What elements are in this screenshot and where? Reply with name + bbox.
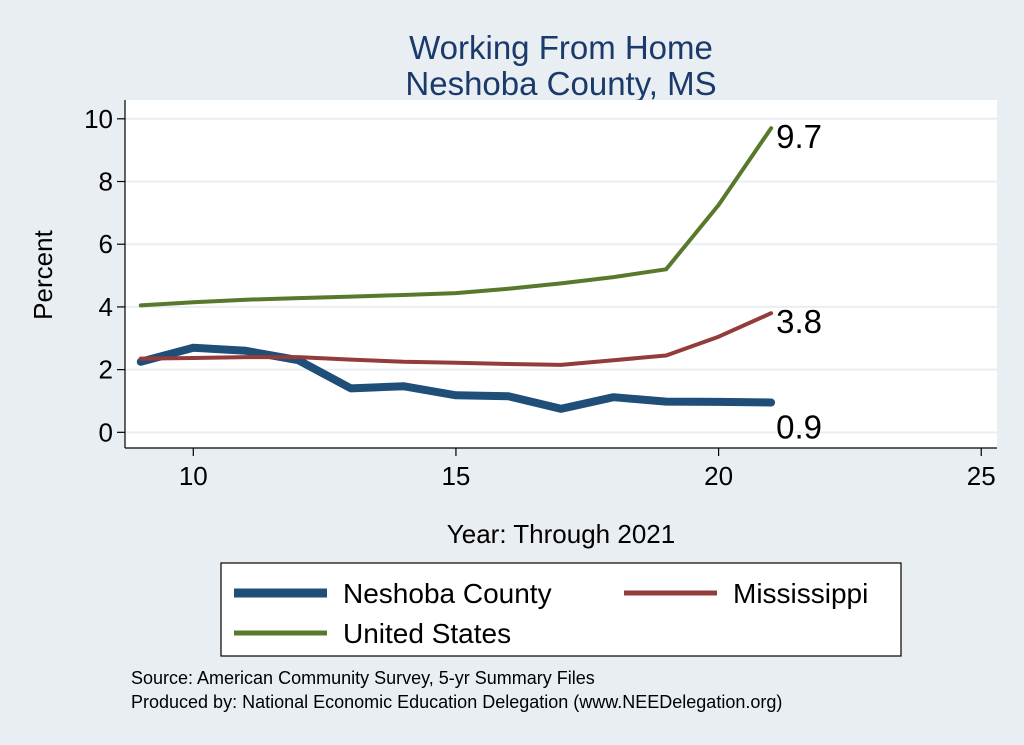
x-axis-title: Year: Through 2021 [447, 519, 675, 549]
chart-title-line-1: Working From Home [409, 29, 713, 66]
x-axis-ticks: 10 15 20 25 [179, 448, 996, 491]
y-tick-label-2: 2 [99, 355, 113, 385]
x-tick-label-20: 20 [704, 461, 733, 491]
y-axis-ticks: 0 2 4 6 8 10 [84, 104, 125, 447]
legend-label-neshoba-county: Neshoba County [343, 578, 552, 609]
y-axis-title: Percent [28, 229, 58, 319]
series-line-united-states [138, 126, 774, 308]
series-group [136, 126, 776, 413]
y-tick-label-4: 4 [99, 292, 113, 322]
end-labels: 0.9 3.8 9.7 [776, 118, 822, 445]
x-tick-label-10: 10 [179, 461, 208, 491]
chart-title-line-2: Neshoba County, MS [405, 65, 716, 102]
produced-by-note: Produced by: National Economic Education… [131, 692, 782, 712]
series-line-neshoba-county [136, 343, 776, 413]
end-label-united-states: 9.7 [776, 118, 822, 155]
source-note: Source: American Community Survey, 5-yr … [131, 668, 595, 688]
gridlines [125, 117, 997, 434]
y-tick-label-0: 0 [99, 417, 113, 447]
x-tick-label-15: 15 [441, 461, 470, 491]
legend-box [220, 562, 902, 657]
end-label-neshoba-county: 0.9 [776, 409, 822, 446]
legend-label-mississippi: Mississippi [733, 578, 868, 609]
legend-label-united-states: United States [343, 618, 511, 649]
y-tick-label-8: 8 [99, 167, 113, 197]
x-tick-label-25: 25 [967, 461, 996, 491]
plot-area [125, 100, 997, 448]
end-label-mississippi: 3.8 [776, 303, 822, 340]
y-tick-label-10: 10 [84, 104, 113, 134]
legend: Neshoba County Mississippi United States [234, 578, 868, 649]
y-tick-label-6: 6 [99, 229, 113, 259]
series-line-mississippi [138, 311, 774, 367]
